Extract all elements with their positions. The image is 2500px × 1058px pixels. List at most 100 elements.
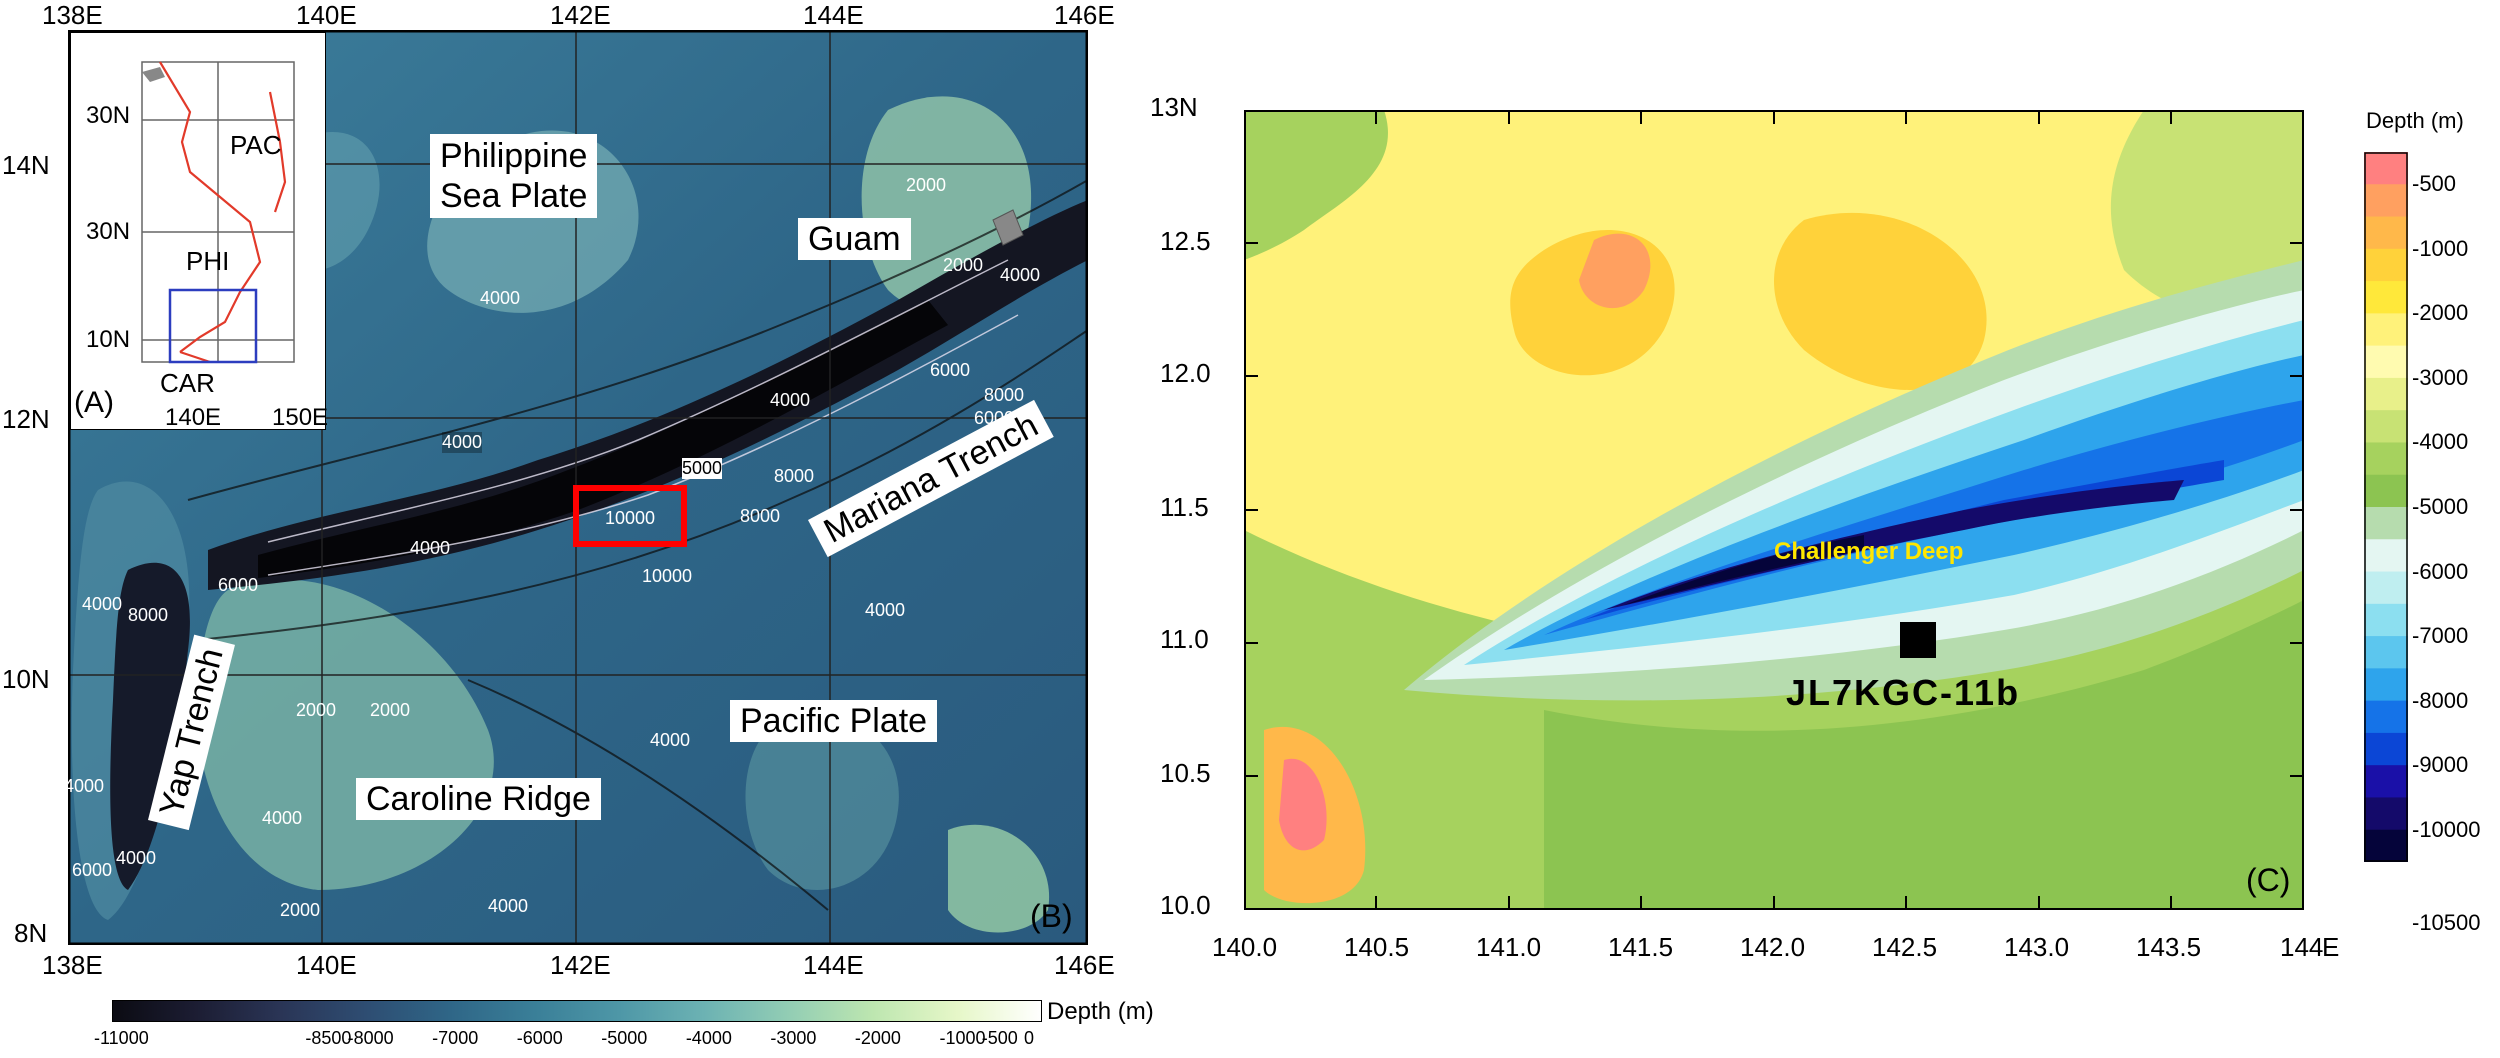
site-label: JL7KGC-11b [1786,672,2021,713]
lon-label: 141.0 [1476,932,1542,962]
contour-label: 6000 [930,360,971,380]
colorbar-title-c: Depth (m) [2366,108,2464,133]
colorbar-c-swatch [2364,442,2408,476]
lon-label: 143.0 [2004,932,2070,962]
lon-label: 140E [296,950,357,980]
contour-label: 8000 [774,466,815,486]
colorbar-c-swatch [2364,765,2408,798]
panel-letter-a: (A) [74,386,114,419]
contour-label: 10000 [642,566,693,586]
colorbar-c-swatch [2364,152,2408,185]
lat-label: 14N [2,150,50,180]
inset-lat-label: 30N [86,218,131,245]
philippine-sea-plate-line2: Sea Plate [440,177,588,215]
lat-label: 10.0 [1160,890,1211,920]
colorbar-c-swatch [2364,281,2408,314]
contour-label: 2000 [280,900,321,920]
lon-label: 142.5 [1872,932,1938,962]
colorbar-b-tick-label: -5000 [601,1028,648,1048]
colorbar-c-tick-label: -9000 [2412,752,2469,778]
lon-label: 143.5 [2136,932,2202,962]
contour-label: 2000 [296,700,337,720]
contour-label: 2000 [943,255,984,275]
colorbar-c-swatch [2364,313,2408,347]
contour-label: 8000 [740,506,781,526]
contour-label: 8000 [128,605,169,625]
colorbar-b-tick-label: -8500 [305,1028,352,1048]
plate-label-pac: PAC [230,130,282,160]
inset-lon-label: 150E [272,404,329,431]
colorbar-b-tick-label: -4000 [685,1028,732,1048]
colorbar-c-swatch [2364,345,2408,379]
inset-map-a [70,32,326,430]
colorbar-b-fill [112,1000,1042,1022]
inset-lon-label: 140E [165,404,222,431]
colorbar-b-tick-label: -6000 [516,1028,563,1048]
lat-label: 13N [1150,92,1198,122]
contour-label: 8000 [984,385,1025,405]
lon-label: 141.5 [1608,932,1674,962]
lat-label: 12.5 [1160,226,1211,256]
colorbar-b-tick-label: -8000 [347,1028,394,1048]
plate-label-phi: PHI [186,246,230,276]
colorbar-c-swatch [2364,184,2408,218]
lat-label: 10.5 [1160,758,1211,788]
lon-label: 142E [550,0,611,30]
depth-colorbar-c [2364,152,2408,862]
colorbar-c-tick-label: -3000 [2412,364,2469,390]
colorbar-c-tick-label: -5000 [2412,494,2469,519]
lon-label: 140E [296,0,357,30]
plate-label-car: CAR [160,368,215,398]
lon-label: 146E [1054,950,1115,980]
colorbar-c-tick-label: -500 [2412,171,2457,197]
contour-label: 4000 [770,390,811,410]
lon-label: 138E [42,950,103,980]
lon-label: E [2322,932,2340,962]
guam-label: Guam [798,218,911,260]
lon-label: 138E [42,0,103,30]
colorbar-b-tick-label: -500 [981,1028,1018,1048]
lon-label: 140.0 [1212,932,1278,962]
colorbar-c-tick-label: -10500 [2412,910,2481,936]
lat-label: 12.0 [1160,358,1211,388]
colorbar-c-tick-label: -8000 [2412,687,2469,713]
colorbar-c-swatch [2364,507,2408,540]
colorbar-b-tick-label: 0 [1024,1028,1035,1048]
lon-label: 144 [2280,932,2324,962]
colorbar-b-tick-label: -2000 [854,1028,901,1048]
lat-label: 10N [2,664,50,694]
colorbar-b-tick-label: -7000 [432,1028,479,1048]
inset-lat-label: 10N [86,326,131,353]
contour-label: 4000 [650,730,691,750]
lon-label: 142E [550,950,611,980]
colorbar-c-tick-label: -7000 [2412,623,2469,649]
colorbar-b-tick-label: -3000 [770,1028,817,1048]
lat-label: 11.5 [1160,492,1209,522]
colorbar-c-tick-label: -4000 [2412,429,2469,455]
contour-label: 5000 [682,458,723,479]
colorbar-c-swatch [2364,636,2408,669]
bathymetry-map-c [1244,110,2304,910]
panel-letter-b: (B) [1030,898,1073,934]
contour-label: 4000 [82,594,123,614]
philippine-sea-plate-label: Philippine Sea Plate [430,134,598,218]
colorbar-c-swatch [2364,216,2408,250]
depth-colorbar-b [112,1000,1042,1022]
lon-label: 144E [803,950,864,980]
colorbar-c-tick-label: -2000 [2412,300,2469,326]
inset-lat-label: 30N [86,102,131,129]
colorbar-c-frame [2364,152,2408,862]
colorbar-c-tick-label: -1000 [2412,235,2469,261]
contour-label: 4000 [1000,265,1041,285]
colorbar-c-swatch [2364,732,2408,766]
colorbar-c-tick-label: -6000 [2412,558,2469,584]
contour-label: 4000 [480,288,521,308]
colorbar-c-swatch [2364,410,2408,443]
lon-label: 144E [803,0,864,30]
panel-letter-c: (C) [2246,862,2291,898]
lat-label: 12N [2,404,50,434]
contour-label: 4000 [488,896,529,916]
colorbar-b-tick-label: -11000 [94,1028,149,1048]
philippine-sea-plate-line1: Philippine [440,137,588,175]
contour-label: 10000 [605,508,656,528]
